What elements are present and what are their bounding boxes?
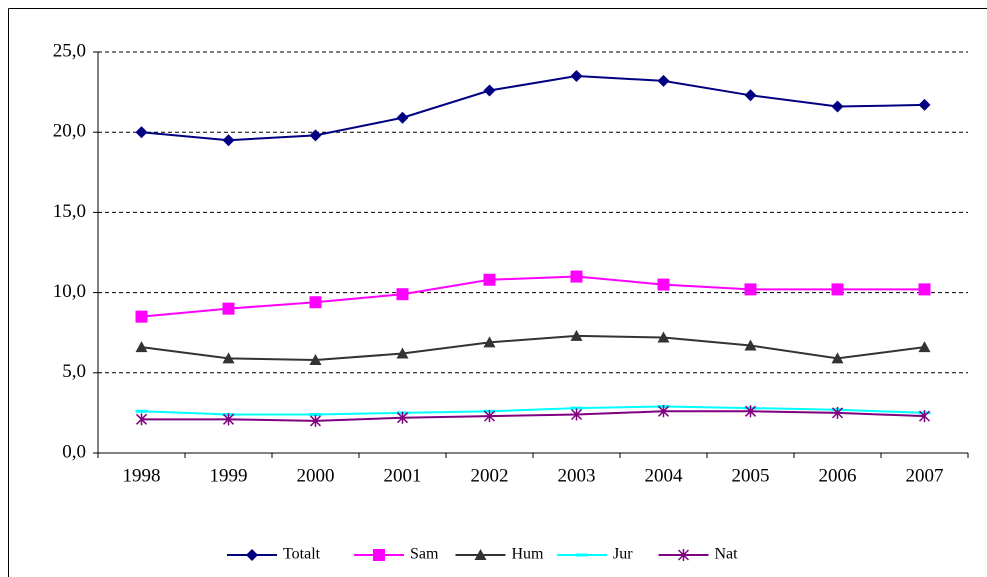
point (396, 347, 409, 359)
point (483, 84, 496, 97)
point (135, 413, 148, 426)
point (657, 278, 670, 291)
point (570, 270, 583, 283)
point (831, 352, 844, 364)
point (222, 302, 235, 315)
point (309, 353, 322, 365)
point (831, 283, 844, 296)
point (744, 89, 757, 102)
point (918, 98, 931, 111)
y-tick-label: 20,0 (53, 121, 86, 142)
point (918, 410, 931, 423)
point (831, 406, 844, 419)
x-tick-label: 1998 (123, 465, 161, 486)
series-line (141, 275, 925, 318)
y-tick-label: 10,0 (53, 281, 86, 302)
legend-label: Nat (715, 546, 739, 563)
series-line (141, 334, 925, 361)
x-tick-label: 2002 (471, 465, 509, 486)
point (222, 352, 235, 364)
point (396, 111, 409, 124)
point (222, 134, 235, 147)
point (744, 405, 757, 418)
series-line (141, 405, 925, 416)
x-tick-label: 2007 (906, 465, 944, 486)
x-tick-label: 2000 (297, 465, 335, 486)
point (135, 126, 148, 139)
point (396, 288, 409, 301)
point (222, 413, 235, 426)
point (657, 405, 670, 418)
legend-marker (373, 549, 385, 561)
point (309, 296, 322, 309)
y-tick-label: 5,0 (62, 361, 86, 382)
legend-marker (474, 549, 487, 560)
point (831, 100, 844, 113)
point (309, 414, 322, 427)
point (483, 273, 496, 286)
x-tick-label: 2003 (558, 465, 596, 486)
point (570, 329, 583, 341)
point (918, 283, 931, 296)
series-line (141, 75, 925, 142)
point (570, 70, 583, 83)
point (570, 408, 583, 421)
legend-label: Sam (410, 546, 439, 563)
point (309, 129, 322, 142)
y-tick-label: 25,0 (53, 40, 86, 61)
point (657, 331, 670, 343)
point (396, 411, 409, 424)
x-tick-label: 2001 (384, 465, 422, 486)
point (135, 310, 148, 323)
point (657, 74, 670, 87)
point (483, 336, 496, 348)
point (135, 341, 148, 353)
legend-label: Totalt (283, 546, 321, 563)
series-line (141, 410, 925, 422)
legend-marker (677, 549, 690, 561)
legend-label: Jur (613, 546, 633, 563)
point (744, 339, 757, 351)
point (744, 283, 757, 296)
legend-marker (246, 549, 258, 561)
y-tick-label: 15,0 (53, 201, 86, 222)
point (918, 341, 931, 353)
x-tick-label: 2004 (645, 465, 684, 486)
point (483, 410, 496, 423)
x-tick-label: 2005 (732, 465, 770, 486)
y-tick-label: 0,0 (62, 441, 86, 462)
legend-label: Hum (512, 546, 545, 563)
x-tick-label: 1999 (210, 465, 248, 486)
x-tick-label: 2006 (819, 465, 857, 486)
